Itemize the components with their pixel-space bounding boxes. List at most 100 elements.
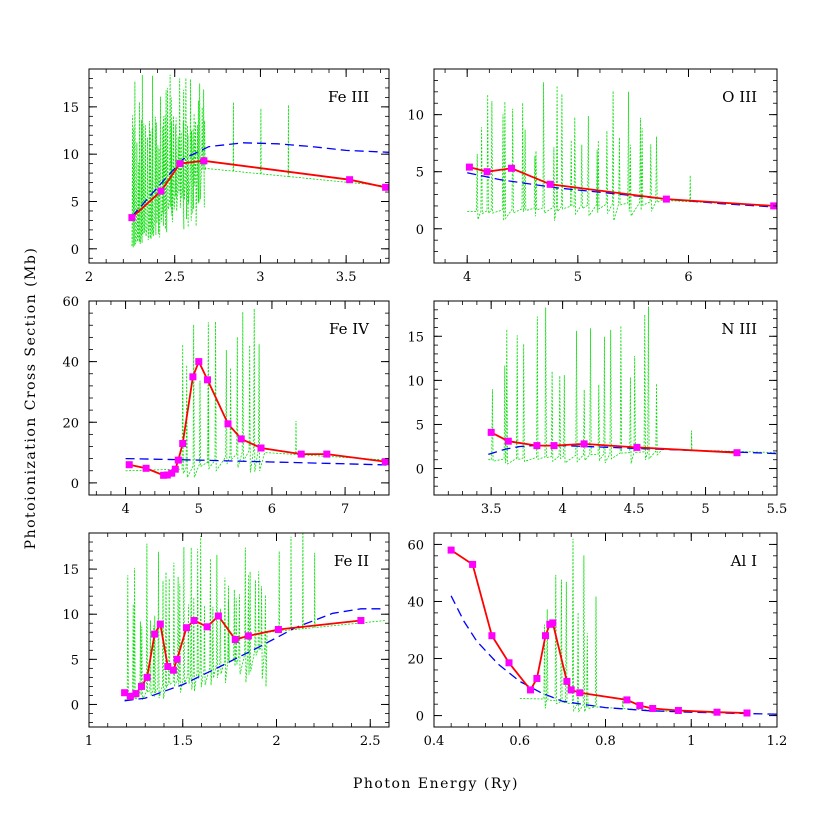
data-marker: [567, 686, 575, 694]
data-marker: [183, 624, 190, 632]
resonance-line: [125, 308, 389, 478]
data-marker: [214, 612, 222, 620]
data-marker: [160, 471, 168, 479]
averaged-line: [490, 431, 738, 454]
data-marker: [563, 677, 571, 685]
data-marker: [257, 444, 265, 452]
calculation-line: [450, 595, 777, 715]
plot-area: [121, 533, 386, 702]
x-tick-label: 1.5: [172, 734, 193, 749]
data-marker: [550, 442, 558, 450]
data-marker: [447, 546, 455, 554]
data-marker: [128, 214, 136, 222]
y-tick-label: 10: [407, 109, 424, 124]
data-marker: [505, 659, 513, 667]
data-marker: [138, 682, 145, 690]
x-tick-label: 5: [574, 270, 582, 285]
y-tick-label: 0: [416, 463, 424, 478]
data-marker: [662, 195, 670, 203]
data-marker: [224, 420, 232, 428]
x-axis-title: Photon Energy (Ry): [353, 776, 519, 792]
panel-label: N III: [721, 320, 757, 338]
plot-area: [447, 538, 777, 717]
resonance-line: [124, 533, 386, 701]
x-tick-label: 1: [687, 734, 695, 749]
data-marker: [649, 705, 657, 712]
averaged-line: [131, 159, 386, 219]
x-tick-label: 2.5: [164, 270, 185, 285]
data-marker: [231, 636, 239, 643]
panel-2: 4 5 6 7 0 20 40 60 Fe IV: [62, 295, 390, 517]
plot-area: [487, 306, 777, 465]
x-tick-label: 2.5: [360, 734, 381, 749]
y-tick-label: 10: [62, 608, 79, 623]
data-marker: [157, 187, 165, 195]
data-marker: [733, 449, 741, 457]
data-marker: [203, 623, 211, 631]
data-marker: [156, 620, 164, 628]
data-marker: [174, 456, 182, 464]
data-marker: [549, 619, 557, 627]
panel-frame: [88, 68, 390, 264]
averaged-line: [469, 166, 774, 207]
data-marker: [465, 163, 473, 171]
x-tick-label: 4: [558, 502, 566, 517]
averaged-line: [450, 549, 748, 714]
data-marker: [527, 686, 534, 694]
data-marker: [168, 469, 176, 477]
data-marker: [126, 692, 134, 700]
x-tick-label: 4.5: [624, 502, 645, 517]
data-marker: [504, 437, 512, 445]
x-tick-label: 3: [256, 270, 264, 285]
y-tick-label: 5: [416, 166, 424, 181]
panel-3: 3.5 4 4.5 5 5.5 0 5 10 15 N III: [407, 300, 788, 517]
x-tick-label: 5: [195, 502, 203, 517]
panel-frame: [433, 532, 778, 728]
data-marker: [636, 702, 644, 710]
y-tick-label: 60: [407, 538, 424, 553]
data-marker: [163, 471, 171, 479]
x-tick-label: 0.6: [509, 734, 530, 749]
data-marker: [189, 373, 197, 381]
x-tick-label: 2: [272, 734, 280, 749]
panel-frame: [433, 68, 778, 264]
resonance-line: [131, 74, 389, 248]
data-marker: [164, 663, 172, 670]
panel-label: O III: [722, 88, 757, 106]
y-tick-label: 10: [62, 148, 79, 163]
data-marker: [132, 690, 140, 698]
y-tick-label: 60: [62, 295, 79, 310]
data-marker: [204, 376, 211, 384]
data-marker: [176, 160, 184, 168]
y-tick-label: 5: [71, 195, 79, 210]
plot-area: [128, 74, 389, 248]
data-marker: [488, 632, 496, 640]
data-marker: [357, 617, 365, 624]
panel-0: 2 2.5 3 3.5 0 5 10 15 Fe III: [62, 68, 390, 285]
data-marker: [483, 168, 491, 176]
panel-label: Fe II: [334, 552, 369, 570]
data-marker: [533, 675, 541, 682]
y-tick-label: 15: [62, 101, 79, 116]
data-marker: [121, 689, 129, 697]
data-marker: [508, 164, 515, 172]
data-marker: [382, 183, 389, 191]
y-axis-title: Photoionization Cross Section (Mb): [23, 247, 39, 550]
x-tick-label: 7: [341, 502, 349, 517]
data-marker: [171, 465, 179, 473]
x-tick-label: 0.8: [595, 734, 616, 749]
y-tick-label: 0: [71, 477, 79, 492]
data-marker: [633, 443, 641, 451]
y-tick-label: 0: [416, 223, 424, 238]
x-tick-label: 3.5: [336, 270, 357, 285]
y-tick-label: 20: [407, 653, 424, 668]
x-tick-label: 5.5: [767, 502, 788, 517]
data-marker: [125, 461, 133, 469]
calculation-line: [467, 172, 777, 208]
data-marker: [546, 180, 554, 188]
x-tick-label: 6: [268, 502, 276, 517]
x-tick-label: 3.5: [481, 502, 502, 517]
data-marker: [151, 630, 159, 638]
panel-label: Fe IV: [329, 320, 370, 338]
x-tick-label: 2: [85, 270, 93, 285]
